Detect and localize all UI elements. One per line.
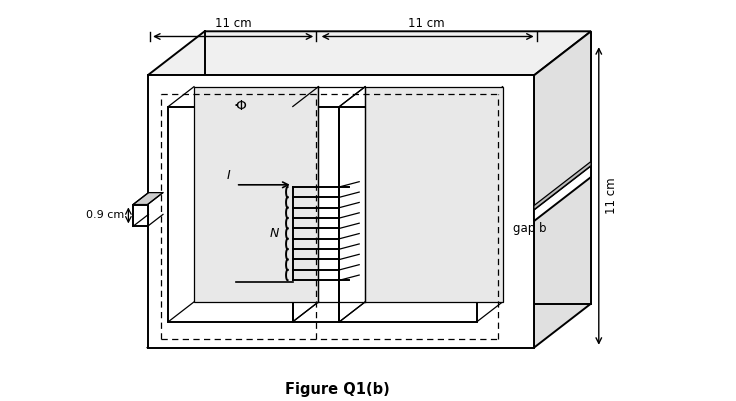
- Text: gap b: gap b: [513, 222, 547, 235]
- Polygon shape: [148, 31, 591, 75]
- Polygon shape: [365, 87, 503, 302]
- Text: 11 cm: 11 cm: [215, 17, 252, 30]
- Polygon shape: [339, 107, 477, 322]
- Polygon shape: [534, 166, 591, 221]
- Text: 0.9 cm: 0.9 cm: [86, 211, 124, 221]
- Polygon shape: [133, 192, 163, 205]
- Text: 11 cm: 11 cm: [605, 178, 618, 214]
- Polygon shape: [534, 162, 591, 210]
- Text: Figure Q1(b): Figure Q1(b): [285, 383, 389, 397]
- Text: 11 cm: 11 cm: [408, 17, 445, 30]
- Polygon shape: [534, 31, 591, 348]
- Polygon shape: [194, 87, 319, 302]
- Text: $I$: $I$: [226, 169, 232, 182]
- Polygon shape: [133, 205, 148, 226]
- Text: gap a: gap a: [196, 184, 229, 197]
- Text: $N$: $N$: [269, 227, 280, 240]
- Polygon shape: [148, 75, 534, 348]
- Text: $\cdot\!\Phi$: $\cdot\!\Phi$: [233, 99, 247, 113]
- Polygon shape: [169, 107, 293, 322]
- Text: 0.3 cm: 0.3 cm: [418, 191, 456, 201]
